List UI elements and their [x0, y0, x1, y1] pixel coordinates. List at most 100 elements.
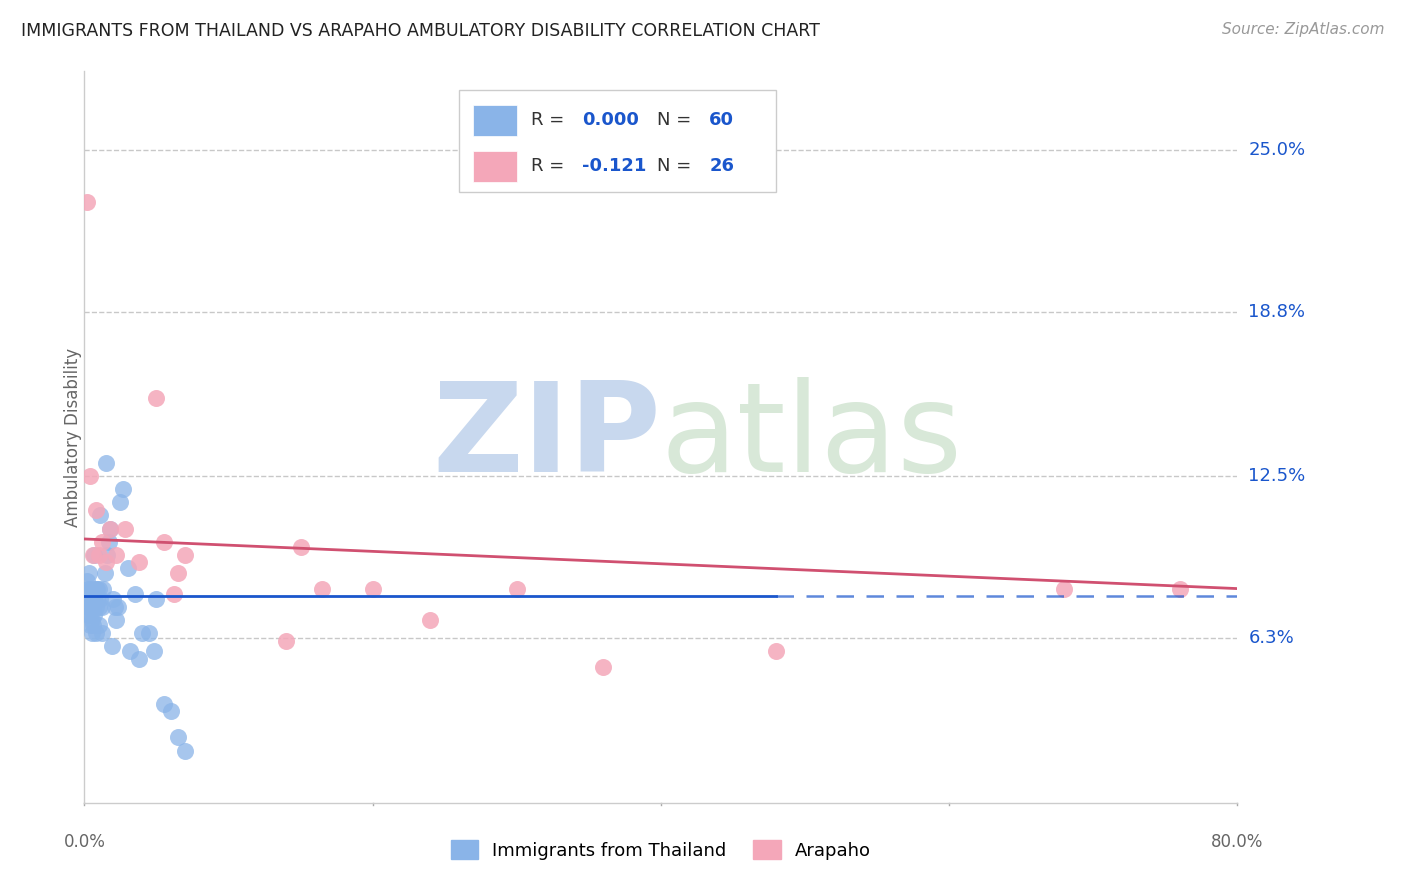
Point: [103, 592, 124, 607]
Point: [83, 592, 105, 607]
Point: [128, 652, 150, 666]
Point: [89, 508, 111, 523]
FancyBboxPatch shape: [460, 90, 776, 192]
Point: [107, 599, 129, 614]
Text: ZIP: ZIP: [432, 376, 661, 498]
Point: [77, 566, 100, 580]
Point: [83, 607, 105, 622]
Point: [77, 582, 100, 596]
Point: [120, 644, 142, 658]
Point: [1053, 582, 1076, 596]
Point: [79, 592, 101, 607]
Point: [114, 521, 136, 535]
Point: [77, 599, 100, 614]
Text: N =: N =: [658, 112, 697, 129]
Point: [77, 607, 100, 622]
Point: [83, 548, 105, 562]
Point: [87, 599, 110, 614]
Point: [82, 548, 104, 562]
Point: [311, 582, 333, 596]
Point: [152, 697, 174, 711]
Point: [361, 582, 384, 596]
Point: [80, 582, 103, 596]
Text: Source: ZipAtlas.com: Source: ZipAtlas.com: [1222, 22, 1385, 37]
Point: [112, 483, 135, 497]
Text: 18.8%: 18.8%: [1249, 302, 1305, 321]
Legend: Immigrants from Thailand, Arapaho: Immigrants from Thailand, Arapaho: [443, 833, 879, 867]
Point: [98, 521, 121, 535]
Point: [100, 639, 122, 653]
Point: [174, 743, 197, 757]
Point: [765, 644, 787, 658]
Point: [145, 391, 167, 405]
Point: [76, 599, 98, 614]
Point: [84, 503, 107, 517]
Point: [290, 540, 312, 554]
Point: [104, 599, 127, 614]
Point: [84, 599, 107, 614]
Point: [76, 194, 98, 209]
Point: [80, 626, 103, 640]
Point: [87, 618, 110, 632]
Point: [91, 582, 114, 596]
Point: [79, 607, 101, 622]
Point: [79, 618, 101, 632]
Point: [84, 582, 107, 596]
Point: [90, 626, 112, 640]
Point: [82, 587, 104, 601]
Point: [97, 534, 120, 549]
Point: [506, 582, 529, 596]
Point: [142, 644, 165, 658]
Point: [276, 633, 298, 648]
Point: [86, 592, 108, 607]
Text: -0.121: -0.121: [582, 158, 647, 176]
Point: [110, 495, 132, 509]
Point: [105, 548, 128, 562]
Point: [86, 582, 108, 596]
Point: [87, 582, 110, 596]
Point: [152, 534, 174, 549]
Bar: [472, 151, 517, 182]
Point: [80, 592, 103, 607]
Point: [419, 613, 441, 627]
Point: [98, 521, 121, 535]
Point: [174, 548, 197, 562]
Point: [145, 592, 167, 607]
Text: R =: R =: [530, 158, 569, 176]
Text: 25.0%: 25.0%: [1249, 141, 1306, 159]
Point: [117, 560, 139, 574]
Text: 12.5%: 12.5%: [1249, 467, 1306, 485]
Text: 26: 26: [709, 158, 734, 176]
Point: [163, 587, 186, 601]
Text: IMMIGRANTS FROM THAILAND VS ARAPAHO AMBULATORY DISABILITY CORRELATION CHART: IMMIGRANTS FROM THAILAND VS ARAPAHO AMBU…: [21, 22, 820, 40]
Point: [84, 626, 107, 640]
Point: [124, 587, 146, 601]
Point: [160, 705, 183, 719]
Point: [96, 548, 118, 562]
Point: [1168, 582, 1191, 596]
Point: [592, 660, 614, 674]
Bar: [472, 105, 517, 136]
Point: [90, 534, 112, 549]
Point: [80, 613, 103, 627]
Point: [93, 566, 115, 580]
Point: [105, 613, 128, 627]
Point: [138, 626, 160, 640]
Point: [89, 592, 111, 607]
Point: [82, 599, 104, 614]
Text: R =: R =: [530, 112, 569, 129]
Point: [90, 599, 112, 614]
Text: 80.0%: 80.0%: [1211, 833, 1264, 851]
Text: N =: N =: [658, 158, 697, 176]
Text: 0.000: 0.000: [582, 112, 640, 129]
Y-axis label: Ambulatory Disability: Ambulatory Disability: [65, 348, 82, 526]
Point: [94, 456, 117, 470]
Point: [79, 599, 101, 614]
Point: [76, 582, 98, 596]
Point: [167, 731, 190, 745]
Point: [167, 566, 190, 580]
Point: [79, 469, 101, 483]
Point: [76, 574, 98, 588]
Text: atlas: atlas: [661, 376, 963, 498]
Point: [128, 556, 150, 570]
